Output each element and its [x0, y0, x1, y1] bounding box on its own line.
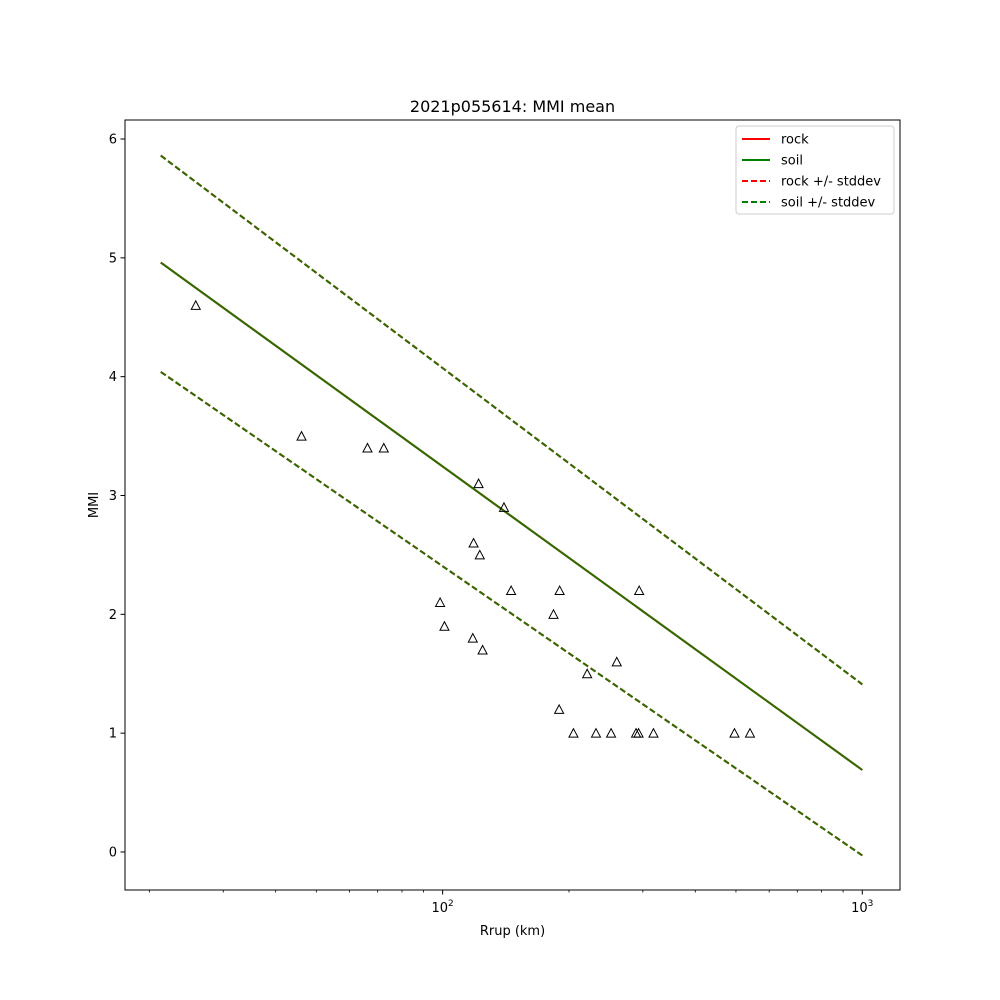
x-tick-label: 103	[851, 899, 873, 916]
observation-point	[633, 727, 644, 738]
observation-point	[473, 478, 484, 489]
observation-point	[553, 703, 565, 714]
observation-point	[744, 727, 756, 738]
y-tick-label: 2	[109, 608, 117, 623]
series-line-soil-3	[160, 261, 863, 771]
legend-box	[735, 125, 895, 215]
observation-point	[296, 430, 307, 441]
observation-point	[378, 442, 390, 453]
series-line-soil-stddev-5	[160, 371, 863, 857]
x-tick-label: 102	[432, 899, 454, 916]
observation-point	[434, 596, 446, 607]
y-tick-label: 6	[109, 133, 117, 148]
observation-point	[590, 727, 602, 738]
plot-frame	[124, 119, 901, 891]
chart-title: 2021p055614: MMI mean	[410, 97, 615, 116]
legend: rock soil rock +/- stddev soil +/- stddev	[735, 125, 895, 215]
observation-point	[190, 299, 202, 310]
observation-point	[648, 727, 659, 738]
observation-point	[633, 584, 645, 596]
observation-point	[439, 620, 450, 631]
observation-point	[477, 644, 488, 655]
legend-label: rock +/- stddev	[781, 175, 881, 190]
observation-point	[568, 727, 579, 738]
observation-point	[468, 537, 479, 548]
y-tick-label: 1	[109, 727, 117, 742]
observation-point	[467, 632, 479, 643]
y-axis: 0 1 2 3 4 5 6	[109, 133, 125, 860]
y-axis-label: MMI	[87, 492, 102, 518]
observation-point	[474, 549, 486, 560]
legend-label: soil +/- stddev	[781, 196, 876, 211]
observation-point	[611, 656, 623, 667]
observation-point	[605, 727, 617, 738]
observation-point	[548, 608, 559, 619]
observation-point	[729, 727, 740, 738]
y-tick-label: 4	[109, 370, 117, 385]
x-axis-label: Rrup (km)	[480, 924, 545, 939]
series-line-soil-stddev-4	[160, 154, 863, 686]
x-axis: 102 103	[148, 890, 873, 916]
y-tick-label: 5	[109, 251, 117, 266]
observation-point	[362, 442, 373, 453]
observation-point	[554, 584, 565, 596]
plot-area	[160, 154, 863, 857]
legend-label: soil	[781, 154, 803, 169]
y-tick-label: 0	[109, 845, 117, 860]
observation-point	[581, 668, 593, 679]
legend-label: rock	[781, 133, 809, 148]
observation-point	[505, 584, 517, 596]
y-tick-label: 3	[109, 489, 117, 504]
observation-point	[498, 501, 510, 512]
